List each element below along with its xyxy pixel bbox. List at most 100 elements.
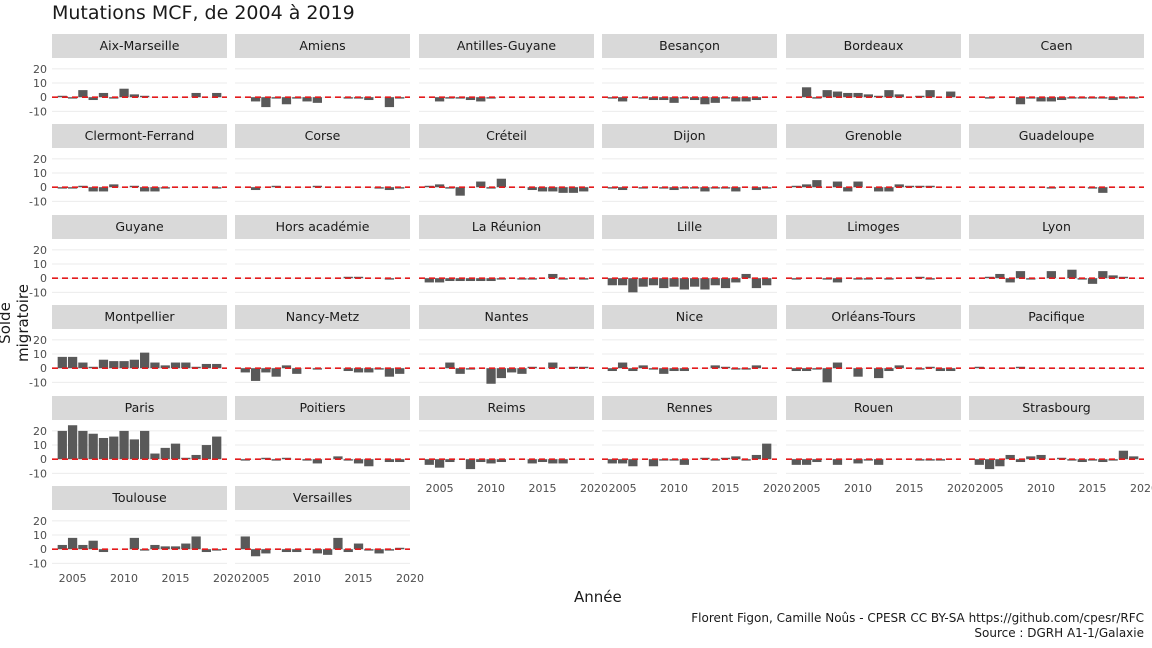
facet-strip-aix-marseille [52, 34, 227, 58]
bar [78, 544, 88, 550]
facet-label-guyane: Guyane [115, 219, 164, 234]
bar [395, 368, 405, 374]
bar [476, 181, 486, 188]
x-tick-label: 2010 [844, 482, 872, 495]
facet-label-nancy-metz: Nancy-Metz [286, 309, 360, 324]
facet-label-reims: Reims [488, 400, 526, 415]
x-tick-label: 2020 [580, 482, 608, 495]
facet-strip-orleans-tours [786, 305, 961, 329]
facet-label-guadeloupe: Guadeloupe [1019, 128, 1095, 143]
bar [465, 459, 476, 470]
bar [894, 94, 904, 98]
bar [579, 187, 589, 192]
bar [801, 184, 812, 188]
y-tick-label: 0 [40, 453, 47, 466]
y-tick-label: 0 [40, 91, 47, 104]
bar [109, 184, 119, 188]
x-tick-label: 2010 [477, 482, 505, 495]
bar [140, 352, 150, 369]
facet-label-poitiers: Poitiers [300, 400, 346, 415]
bar [925, 90, 935, 98]
facet-label-paris: Paris [125, 400, 155, 415]
bar [935, 368, 946, 372]
bar [271, 368, 281, 377]
bar [109, 436, 119, 460]
facet-label-limoges: Limoges [847, 219, 899, 234]
bar [261, 97, 271, 108]
bar [984, 459, 995, 470]
facet-strip-clermont-ferrand [52, 124, 227, 148]
y-tick-label: -10 [29, 105, 47, 118]
bar [874, 187, 884, 192]
bar [853, 181, 863, 188]
bar [648, 97, 659, 101]
bar [88, 187, 98, 192]
bar [1015, 271, 1026, 279]
bar [822, 368, 832, 383]
bar [874, 459, 884, 465]
bar [832, 362, 843, 369]
y-tick-label: 10 [33, 439, 47, 452]
bar [801, 459, 812, 465]
bar [333, 456, 343, 460]
facet-strip-pacifique [969, 305, 1144, 329]
facet-strip-nice [602, 305, 777, 329]
facet-label-rennes: Rennes [667, 400, 713, 415]
x-tick-label: 2020 [763, 482, 791, 495]
bar [170, 362, 181, 369]
bar [384, 368, 395, 377]
bar [445, 362, 455, 369]
bar [323, 549, 333, 555]
bar [741, 273, 751, 279]
bar [884, 90, 894, 98]
y-tick-label: 0 [40, 362, 47, 375]
bar [98, 187, 109, 192]
bar [679, 459, 689, 465]
bar [1108, 275, 1118, 279]
bar [57, 430, 67, 460]
facet-strip-hors-academie [235, 215, 410, 239]
facet-label-creteil: Créteil [486, 128, 527, 143]
bar [1098, 271, 1108, 279]
bar [486, 278, 496, 282]
bar [150, 453, 160, 460]
facet-label-nantes: Nantes [484, 309, 528, 324]
bar [364, 97, 374, 101]
bar [384, 459, 395, 463]
x-tick-label: 2005 [426, 482, 454, 495]
caption-source: Source : DGRH A1-1/Galaxie [974, 626, 1144, 640]
facet-label-aix-marseille: Aix-Marseille [100, 38, 180, 53]
facet-strip-montpellier [52, 305, 227, 329]
bar [710, 97, 720, 103]
bar [201, 445, 212, 460]
y-tick-label: 10 [33, 167, 47, 180]
bar [150, 362, 160, 369]
bar [212, 363, 222, 369]
bar [1098, 187, 1108, 193]
bar [731, 187, 741, 192]
bar [240, 536, 250, 550]
facet-label-amiens: Amiens [299, 38, 345, 53]
bar [374, 549, 384, 554]
bar [191, 536, 201, 550]
bar [150, 187, 160, 192]
bar [384, 187, 395, 191]
bar [384, 97, 395, 108]
y-tick-label: 20 [33, 425, 47, 438]
bar [801, 87, 812, 98]
bar [995, 459, 1005, 467]
bar [659, 97, 669, 101]
bar [731, 97, 741, 102]
bar [292, 549, 302, 553]
facet-label-besancon: Besançon [659, 38, 720, 53]
x-tick-label: 2005 [793, 482, 821, 495]
y-tick-label: 20 [33, 153, 47, 166]
bar [710, 365, 720, 369]
facet-strip-nantes [419, 305, 594, 329]
bar [57, 356, 67, 369]
facet-label-bordeaux: Bordeaux [844, 38, 904, 53]
bar [700, 97, 710, 105]
bar [67, 537, 78, 550]
bar [700, 278, 710, 290]
y-tick-label: -10 [29, 195, 47, 208]
